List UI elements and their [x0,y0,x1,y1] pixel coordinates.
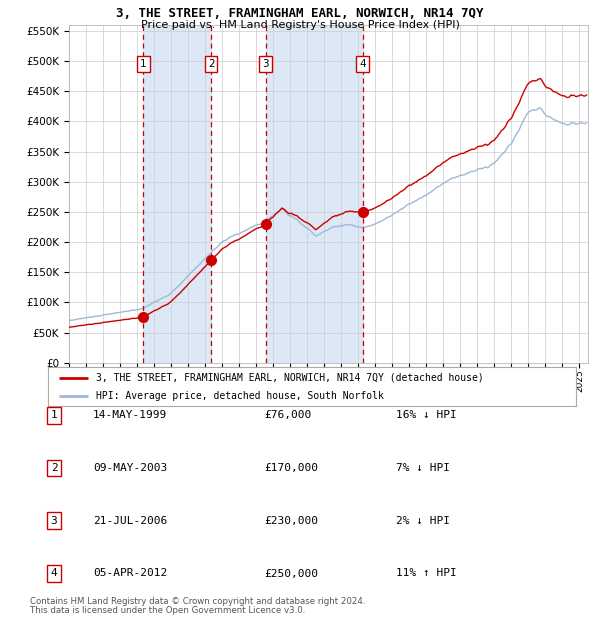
Bar [266,25,363,363]
Text: Price paid vs. HM Land Registry's House Price Index (HPI): Price paid vs. HM Land Registry's House … [140,20,460,30]
Text: 3, THE STREET, FRAMINGHAM EARL, NORWICH, NR14 7QY (detached house): 3, THE STREET, FRAMINGHAM EARL, NORWICH,… [95,373,483,383]
Text: 21-JUL-2006: 21-JUL-2006 [93,516,167,526]
Text: 4: 4 [50,569,58,578]
Text: 4: 4 [359,59,366,69]
Text: 1: 1 [140,59,146,69]
Text: 2% ↓ HPI: 2% ↓ HPI [396,516,450,526]
Text: Contains HM Land Registry data © Crown copyright and database right 2024.: Contains HM Land Registry data © Crown c… [30,596,365,606]
Bar [143,25,211,363]
Text: 2: 2 [208,59,215,69]
Text: 7% ↓ HPI: 7% ↓ HPI [396,463,450,473]
Text: 11% ↑ HPI: 11% ↑ HPI [396,569,457,578]
Text: 16% ↓ HPI: 16% ↓ HPI [396,410,457,420]
Text: 09-MAY-2003: 09-MAY-2003 [93,463,167,473]
Text: 3: 3 [262,59,269,69]
Text: £250,000: £250,000 [264,569,318,578]
Text: £230,000: £230,000 [264,516,318,526]
Text: 3, THE STREET, FRAMINGHAM EARL, NORWICH, NR14 7QY: 3, THE STREET, FRAMINGHAM EARL, NORWICH,… [116,7,484,20]
Text: 1: 1 [50,410,58,420]
Text: 2: 2 [50,463,58,473]
Text: 14-MAY-1999: 14-MAY-1999 [93,410,167,420]
Text: 3: 3 [50,516,58,526]
Text: HPI: Average price, detached house, South Norfolk: HPI: Average price, detached house, Sout… [95,391,383,401]
Text: 05-APR-2012: 05-APR-2012 [93,569,167,578]
Text: £170,000: £170,000 [264,463,318,473]
Text: This data is licensed under the Open Government Licence v3.0.: This data is licensed under the Open Gov… [30,606,305,615]
Text: £76,000: £76,000 [264,410,311,420]
